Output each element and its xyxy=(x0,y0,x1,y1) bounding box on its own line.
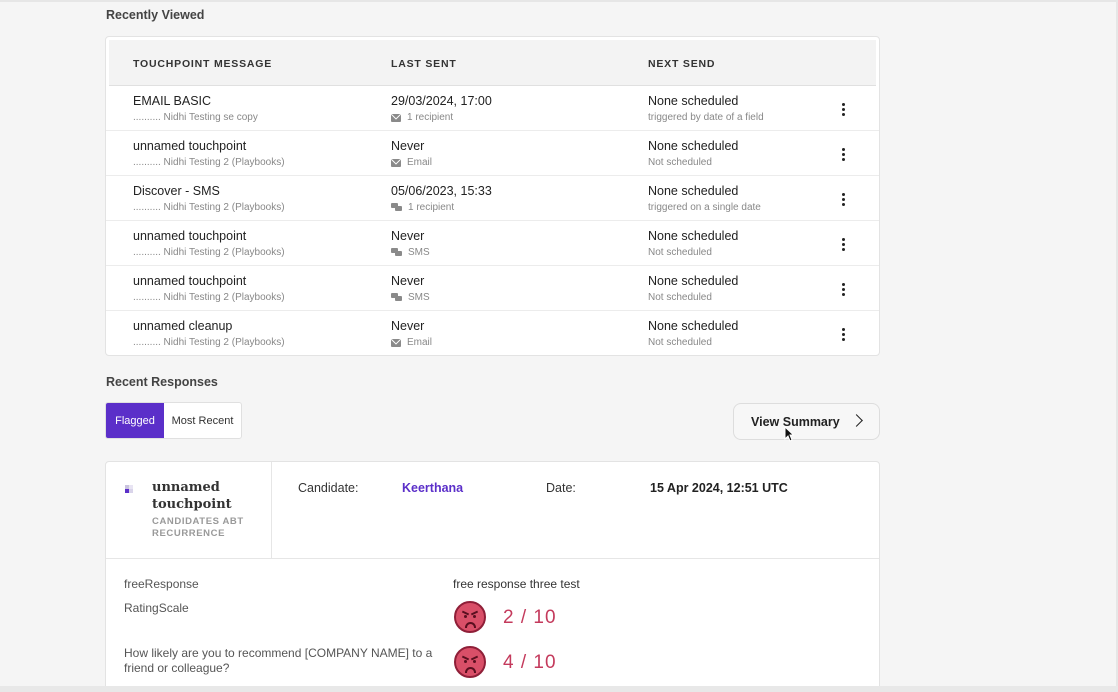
envelope-icon xyxy=(391,158,401,167)
last-sent-value: 29/03/2024, 17:00 xyxy=(391,94,492,108)
chevron-right-icon xyxy=(850,414,863,427)
touchpoint-name: EMAIL BASIC xyxy=(133,94,212,108)
next-send-detail: Not scheduled xyxy=(648,337,712,348)
angry-face-icon xyxy=(454,601,486,633)
next-send-detail: Not scheduled xyxy=(648,292,712,303)
table-row[interactable]: unnamed touchpoint .......... Nidhi Test… xyxy=(106,266,879,311)
channel-info: 1 recipient xyxy=(391,202,454,213)
next-send-detail: triggered by date of a field xyxy=(648,112,764,123)
date-label: Date: xyxy=(546,481,576,495)
tab-most-recent[interactable]: Most Recent xyxy=(171,414,234,427)
next-send-detail: Not scheduled xyxy=(648,157,712,168)
question-label: How likely are you to recommend [COMPANY… xyxy=(124,646,433,675)
more-options-icon[interactable] xyxy=(835,235,851,253)
view-summary-button[interactable]: View Summary xyxy=(733,403,880,440)
table-row[interactable]: unnamed touchpoint .......... Nidhi Test… xyxy=(106,131,879,176)
last-sent-value: Never xyxy=(391,274,425,288)
angry-face-icon xyxy=(454,646,486,678)
touchpoint-name: Discover - SMS xyxy=(133,184,220,198)
response-touchpoint-title: unnamed touchpoint xyxy=(152,480,232,512)
rating-score: 4 / 10 xyxy=(503,652,557,673)
date-value: 15 Apr 2024, 12:51 UTC xyxy=(650,481,788,495)
envelope-icon xyxy=(391,113,401,122)
column-header-next-send: NEXT SEND xyxy=(648,58,716,70)
recently-viewed-title: Recently Viewed xyxy=(106,8,205,22)
response-filter-tabs: Flagged Most Recent xyxy=(105,402,242,439)
response-touchpoint-subtitle: CANDIDATES ABT RECURRENCE xyxy=(152,516,244,539)
last-sent-value: Never xyxy=(391,229,425,243)
candidate-link[interactable]: Keerthana xyxy=(402,481,464,495)
table-row[interactable]: Discover - SMS .......... Nidhi Testing … xyxy=(106,176,879,221)
last-sent-value: 05/06/2023, 15:33 xyxy=(391,184,492,198)
more-options-icon[interactable] xyxy=(835,280,851,298)
next-send-value: None scheduled xyxy=(648,184,739,198)
touchpoint-name: unnamed touchpoint xyxy=(133,139,247,153)
question-label: freeResponse xyxy=(124,577,199,591)
chat-icon xyxy=(391,293,402,302)
column-header-touchpoint: TOUCHPOINT MESSAGE xyxy=(133,58,273,70)
more-options-icon[interactable] xyxy=(835,325,851,343)
channel-info: SMS xyxy=(391,247,430,258)
table-row[interactable]: unnamed touchpoint .......... Nidhi Test… xyxy=(106,221,879,266)
playbook-name: .......... Nidhi Testing 2 (Playbooks) xyxy=(133,292,285,303)
next-send-detail: triggered on a single date xyxy=(648,202,761,213)
next-send-value: None scheduled xyxy=(648,319,739,333)
table-header: TOUCHPOINT MESSAGE LAST SENT NEXT SEND xyxy=(109,40,876,86)
column-header-last-sent: LAST SENT xyxy=(391,58,457,70)
channel-info: Email xyxy=(391,157,432,168)
next-send-value: None scheduled xyxy=(648,139,739,153)
more-options-icon[interactable] xyxy=(835,190,851,208)
playbook-name: .......... Nidhi Testing se copy xyxy=(133,112,258,123)
touchpoint-name: unnamed touchpoint xyxy=(133,274,247,288)
table-row[interactable]: EMAIL BASIC .......... Nidhi Testing se … xyxy=(106,86,879,131)
next-send-value: None scheduled xyxy=(648,94,739,108)
envelope-icon xyxy=(391,338,401,347)
channel-info: SMS xyxy=(391,292,430,303)
candidate-label: Candidate: xyxy=(298,481,359,495)
playbook-name: .......... Nidhi Testing 2 (Playbooks) xyxy=(133,157,285,168)
answer-text: free response three test xyxy=(453,577,580,591)
view-summary-label: View Summary xyxy=(751,414,840,429)
chat-icon xyxy=(391,248,402,257)
recent-responses-title: Recent Responses xyxy=(106,375,218,389)
question-label: RatingScale xyxy=(124,601,189,615)
touchpoint-name: unnamed touchpoint xyxy=(133,229,247,243)
touchpoint-icon xyxy=(125,485,133,493)
next-send-value: None scheduled xyxy=(648,274,739,288)
playbook-name: .......... Nidhi Testing 2 (Playbooks) xyxy=(133,337,285,348)
recently-viewed-table: TOUCHPOINT MESSAGE LAST SENT NEXT SEND E… xyxy=(105,36,880,356)
chat-icon xyxy=(391,203,402,212)
playbook-name: .......... Nidhi Testing 2 (Playbooks) xyxy=(133,247,285,258)
next-send-value: None scheduled xyxy=(648,229,739,243)
last-sent-value: Never xyxy=(391,139,425,153)
more-options-icon[interactable] xyxy=(835,145,851,163)
mouse-cursor-icon xyxy=(784,426,794,442)
last-sent-value: Never xyxy=(391,319,425,333)
tab-flagged[interactable]: Flagged xyxy=(106,403,164,438)
next-send-detail: Not scheduled xyxy=(648,247,712,258)
touchpoint-name: unnamed cleanup xyxy=(133,319,233,333)
channel-info: Email xyxy=(391,337,432,348)
table-row[interactable]: unnamed cleanup .......... Nidhi Testing… xyxy=(106,311,879,356)
channel-info: 1 recipient xyxy=(391,112,453,123)
more-options-icon[interactable] xyxy=(835,100,851,118)
rating-score: 2 / 10 xyxy=(503,607,557,628)
playbook-name: .......... Nidhi Testing 2 (Playbooks) xyxy=(133,202,285,213)
response-card: unnamed touchpoint CANDIDATES ABT RECURR… xyxy=(105,461,880,692)
